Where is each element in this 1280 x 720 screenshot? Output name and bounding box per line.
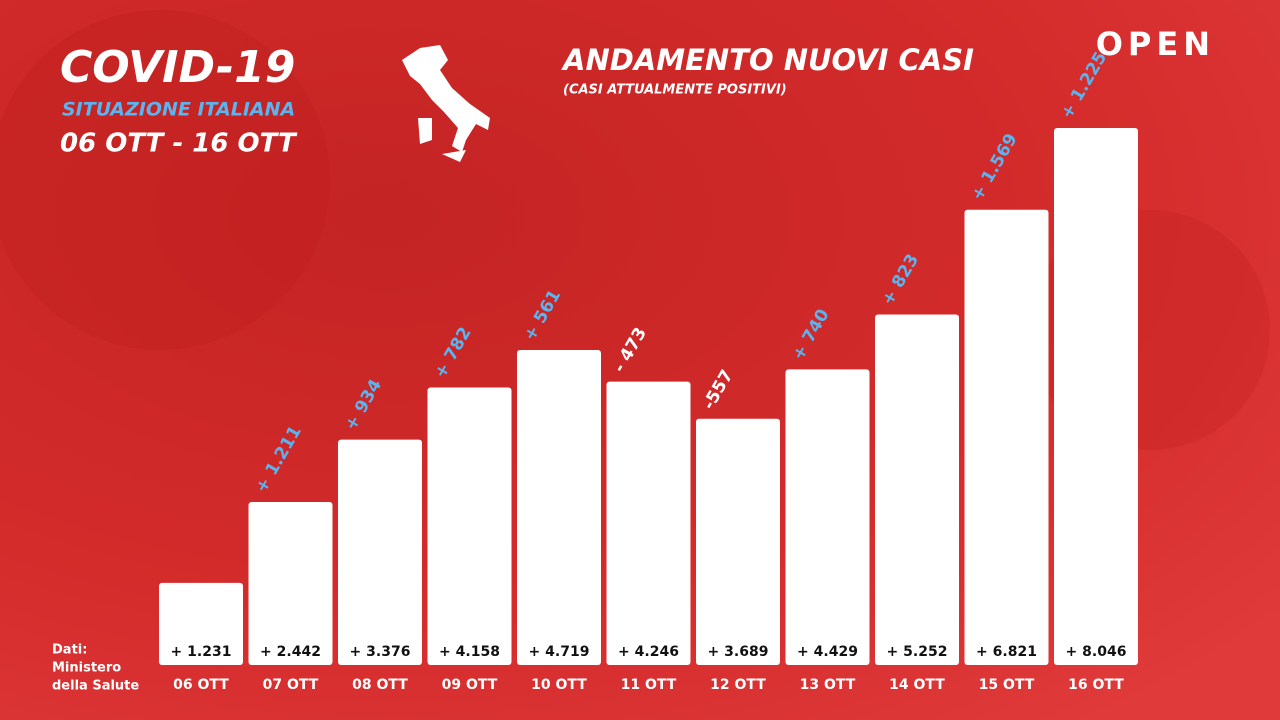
source: Dati: <box>52 643 87 658</box>
x-tick-label: 13 OTT <box>800 677 856 693</box>
decoration <box>0 10 330 350</box>
source: della Salute <box>52 679 139 694</box>
value-label: + 3.689 <box>708 644 769 660</box>
logo: OPEN <box>1096 25 1215 63</box>
bar <box>785 369 870 665</box>
header-period: 06 OTT - 16 OTT <box>60 129 298 159</box>
bar <box>606 381 691 665</box>
x-tick-label: 06 OTT <box>173 677 229 693</box>
header-subtitle: SITUAZIONE ITALIANA <box>62 99 295 121</box>
value-label: + 8.046 <box>1066 644 1127 660</box>
value-label: + 1.231 <box>171 644 232 660</box>
value-label: + 4.246 <box>618 644 679 660</box>
bar <box>517 350 601 665</box>
value-label: + 4.429 <box>797 644 858 660</box>
x-tick-label: 16 OTT <box>1068 677 1124 693</box>
x-tick-label: 07 OTT <box>263 677 319 693</box>
value-label: + 4.719 <box>529 644 590 660</box>
chart-title: ANDAMENTO NUOVI CASI <box>561 43 974 77</box>
x-tick-label: 09 OTT <box>442 677 498 693</box>
value-label: + 3.376 <box>350 644 411 660</box>
x-tick-label: 11 OTT <box>621 677 677 693</box>
value-label: + 5.252 <box>887 644 948 660</box>
x-tick-label: 08 OTT <box>352 677 408 693</box>
source: Ministero <box>52 661 121 676</box>
value-label: + 4.158 <box>439 644 500 660</box>
chart-subtitle: (CASI ATTUALMENTE POSITIVI) <box>563 83 787 98</box>
value-label: + 2.442 <box>260 644 321 660</box>
bar <box>427 387 512 665</box>
x-tick-label: 15 OTT <box>979 677 1035 693</box>
x-tick-label: 10 OTT <box>531 677 587 693</box>
bar <box>159 582 243 665</box>
bar <box>875 314 959 665</box>
bar <box>964 209 1049 666</box>
header-title: COVID-19 <box>60 42 295 93</box>
x-tick-label: 12 OTT <box>710 677 766 693</box>
x-tick-label: 14 OTT <box>889 677 945 693</box>
italy-map <box>402 45 490 162</box>
bar <box>1054 128 1138 665</box>
bar <box>248 502 333 665</box>
bar <box>338 439 422 665</box>
bar <box>696 418 780 665</box>
value-label: + 6.821 <box>976 644 1037 660</box>
